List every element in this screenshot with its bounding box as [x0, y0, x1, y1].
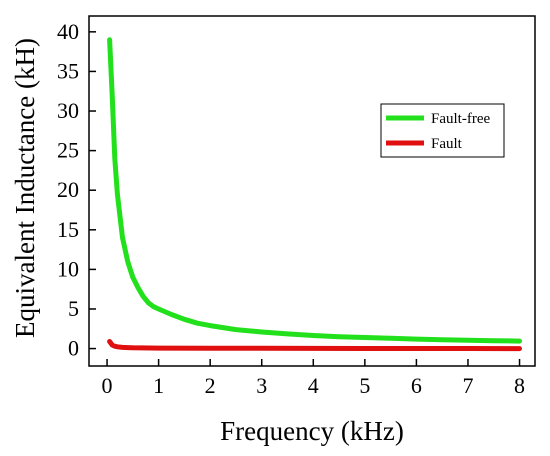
y-tick-label: 40 — [57, 19, 79, 44]
x-tick-label: 1 — [153, 373, 164, 398]
legend-box — [380, 103, 505, 158]
y-tick-label: 0 — [68, 336, 79, 361]
x-axis-label: Frequency (kHz) — [220, 416, 404, 446]
y-axis-label: Equivalent Inductance (kH) — [10, 38, 40, 338]
plot-area — [88, 15, 536, 367]
y-tick-label: 5 — [68, 296, 79, 321]
x-tick-label: 0 — [102, 373, 113, 398]
ticks-layer: 0 1 2 3 4 5 6 7 8 0 5 10 15 20 25 30 35 40 — [57, 19, 525, 398]
y-tick-label: 25 — [57, 138, 79, 163]
series-layer — [107, 37, 522, 352]
y-tick-label: 20 — [57, 177, 79, 202]
x-tick-label: 6 — [411, 373, 422, 398]
series-line-fault — [107, 339, 522, 352]
x-tick-label: 3 — [256, 373, 267, 398]
x-tick-label: 4 — [308, 373, 319, 398]
x-tick-label: 5 — [359, 373, 370, 398]
legend-label: Fault — [431, 136, 463, 152]
legend-label: Fault-free — [431, 111, 490, 127]
x-tick-label: 8 — [514, 373, 525, 398]
y-tick-label: 30 — [57, 98, 79, 123]
legend: Fault-free Fault — [380, 103, 505, 158]
series-line-fault-free — [107, 37, 522, 344]
plot-frame — [88, 15, 536, 367]
y-tick-label: 15 — [57, 217, 79, 242]
x-tick-label: 2 — [205, 373, 216, 398]
y-tick-label: 10 — [57, 256, 79, 281]
y-tick-label: 35 — [57, 58, 79, 83]
x-tick-label: 7 — [462, 373, 473, 398]
